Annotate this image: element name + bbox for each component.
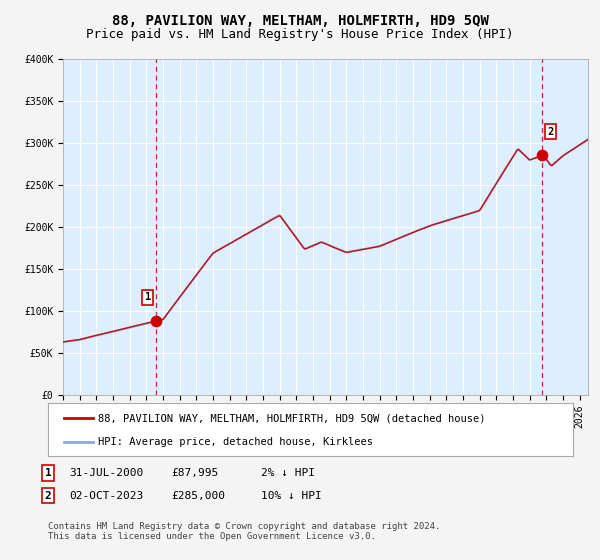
- Text: 2: 2: [44, 491, 52, 501]
- Text: 2: 2: [547, 127, 554, 137]
- Text: 88, PAVILION WAY, MELTHAM, HOLMFIRTH, HD9 5QW (detached house): 88, PAVILION WAY, MELTHAM, HOLMFIRTH, HD…: [98, 413, 485, 423]
- Text: 88, PAVILION WAY, MELTHAM, HOLMFIRTH, HD9 5QW: 88, PAVILION WAY, MELTHAM, HOLMFIRTH, HD…: [112, 14, 488, 28]
- Text: 02-OCT-2023: 02-OCT-2023: [69, 491, 143, 501]
- Point: [538, 151, 547, 160]
- Text: 31-JUL-2000: 31-JUL-2000: [69, 468, 143, 478]
- Text: Contains HM Land Registry data © Crown copyright and database right 2024.
This d: Contains HM Land Registry data © Crown c…: [48, 522, 440, 542]
- Text: 1: 1: [44, 468, 52, 478]
- Point: [151, 316, 161, 325]
- Text: 10% ↓ HPI: 10% ↓ HPI: [261, 491, 322, 501]
- Text: 1: 1: [145, 292, 151, 302]
- Bar: [543, 59, 588, 395]
- Text: £285,000: £285,000: [171, 491, 225, 501]
- Text: 2% ↓ HPI: 2% ↓ HPI: [261, 468, 315, 478]
- Text: HPI: Average price, detached house, Kirklees: HPI: Average price, detached house, Kirk…: [98, 436, 373, 446]
- Text: Price paid vs. HM Land Registry's House Price Index (HPI): Price paid vs. HM Land Registry's House …: [86, 28, 514, 41]
- Text: £87,995: £87,995: [171, 468, 218, 478]
